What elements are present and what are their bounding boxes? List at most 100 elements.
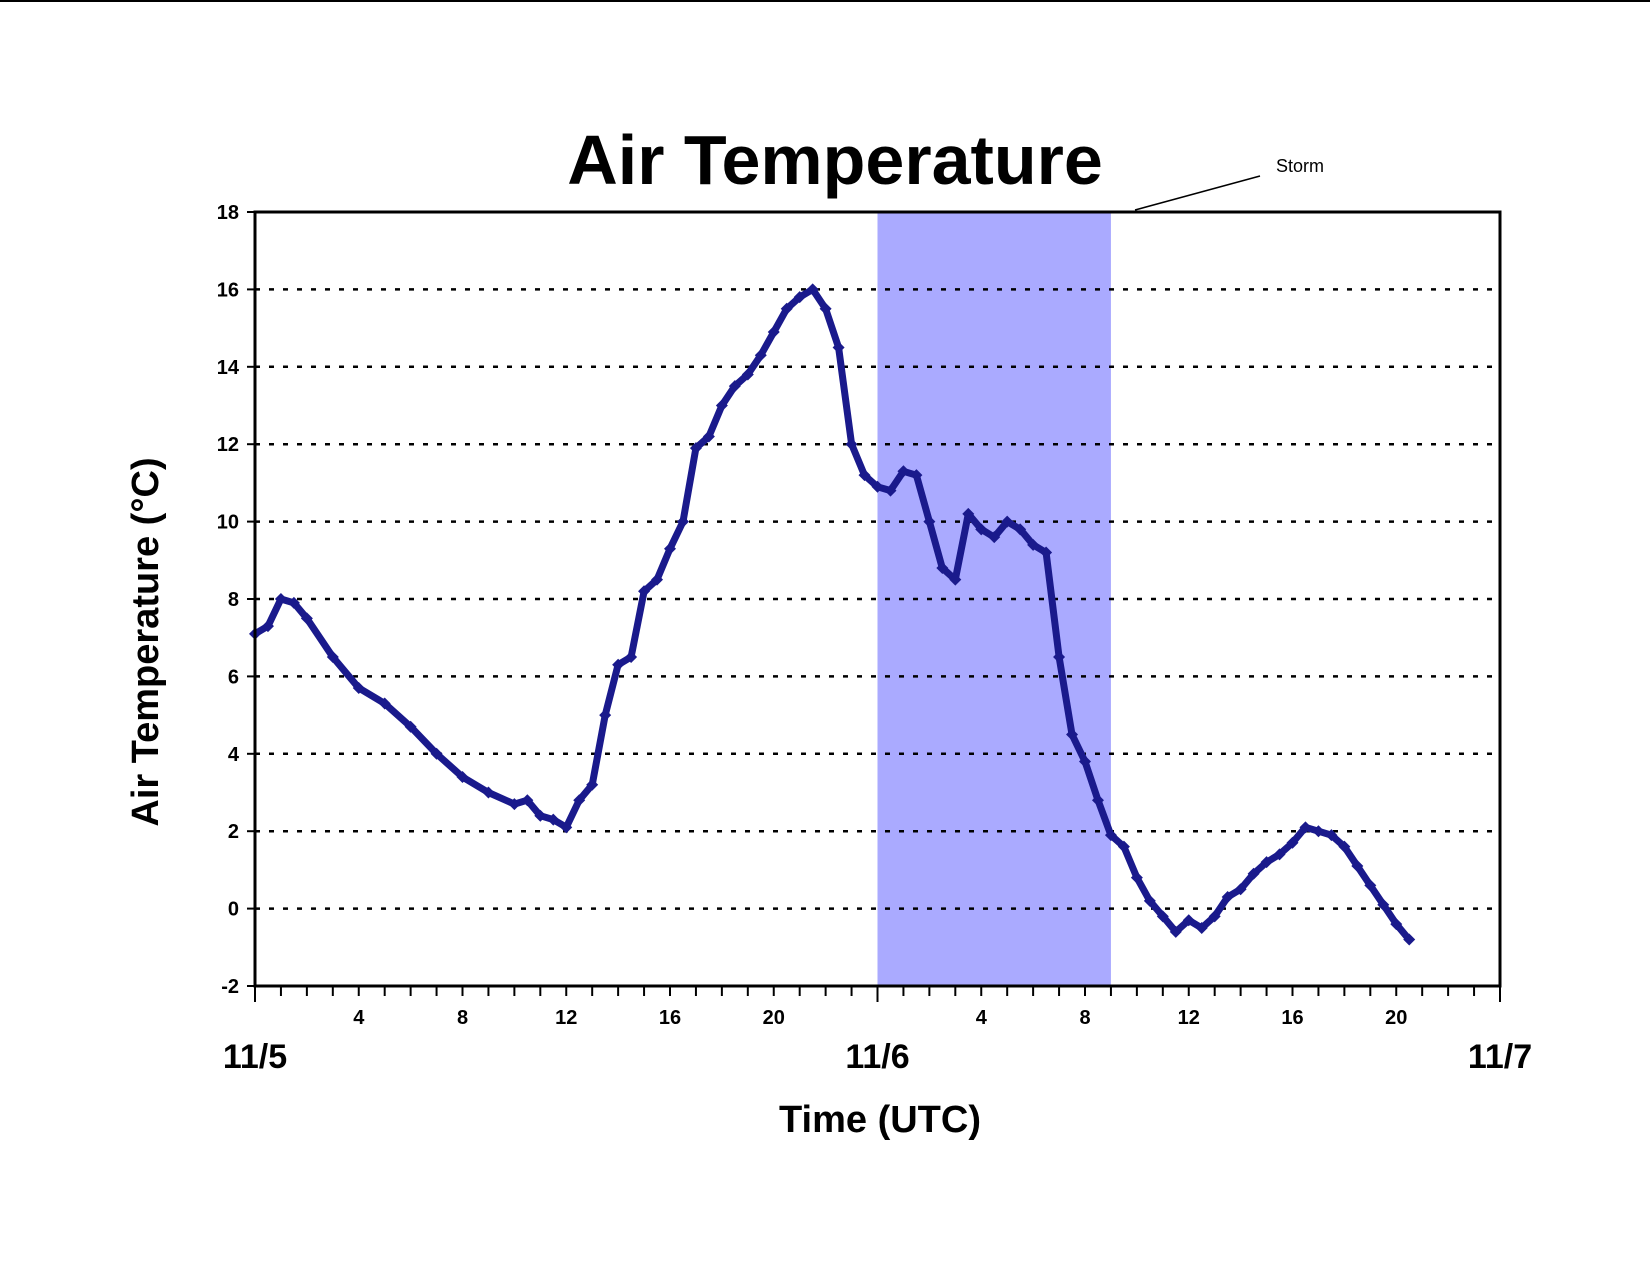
data-point	[573, 794, 586, 807]
data-point	[1079, 755, 1091, 768]
x-day-label: 11/7	[1468, 1038, 1532, 1076]
data-point	[612, 658, 625, 671]
data-point	[1286, 836, 1299, 849]
storm-band	[877, 212, 1111, 986]
data-point	[1130, 871, 1143, 884]
data-point	[1260, 856, 1273, 869]
data-point	[508, 798, 521, 811]
data-point	[1027, 538, 1040, 551]
data-point	[1299, 821, 1312, 834]
data-point	[326, 651, 339, 664]
data-point	[897, 465, 910, 478]
data-point	[1143, 894, 1156, 907]
x-tick-label: 12	[555, 1007, 577, 1029]
data-point	[949, 573, 962, 586]
y-tick-label: -2	[221, 976, 239, 998]
y-tick-label: 12	[217, 434, 239, 456]
data-point	[910, 469, 923, 482]
data-point	[728, 380, 741, 393]
data-point	[754, 349, 767, 362]
data-point	[534, 809, 547, 822]
data-point	[858, 469, 871, 482]
series-line	[251, 285, 1413, 944]
data-point	[689, 442, 702, 455]
storm-leader-line	[1134, 175, 1261, 211]
data-point	[1325, 829, 1338, 842]
axis-layer: -2 0 2 4 6 8 10 12 14 16 18 4 8 12 16 20 4 8 12 16 20 11/5 11/…	[217, 202, 1532, 1076]
x-tick-label: 12	[1178, 1007, 1200, 1029]
data-point	[1040, 546, 1053, 559]
data-point	[1117, 840, 1130, 853]
y-tick-label: 4	[228, 744, 240, 766]
data-point	[300, 612, 313, 625]
data-point	[884, 484, 897, 497]
data-point	[404, 720, 417, 733]
data-point	[923, 515, 936, 528]
x-tick-label: 20	[763, 1007, 785, 1029]
data-point	[1104, 829, 1117, 842]
data-point	[871, 480, 884, 493]
data-point	[547, 813, 560, 826]
y-tick-label: 14	[217, 357, 240, 379]
data-point	[1053, 651, 1066, 664]
y-tick-label: 10	[217, 512, 239, 534]
data-point	[1156, 910, 1169, 923]
data-point	[287, 596, 300, 609]
data-point	[806, 283, 819, 296]
data-point	[1247, 867, 1260, 880]
data-point	[1338, 840, 1351, 853]
y-axis-label: Air Temperature (°C)	[125, 457, 167, 826]
storm-layer	[877, 212, 1111, 986]
y-tick-label: 18	[217, 202, 239, 224]
data-point	[1364, 879, 1377, 892]
data-point	[638, 585, 651, 598]
data-point	[975, 523, 988, 536]
grid-layer	[255, 288, 1500, 910]
data-point	[1001, 515, 1014, 528]
data-point	[1377, 898, 1390, 911]
x-tick-label: 16	[1281, 1007, 1303, 1029]
data-point	[936, 562, 949, 575]
data-point	[1390, 918, 1403, 931]
data-point	[1195, 921, 1208, 934]
x-tick-label: 4	[353, 1007, 365, 1029]
data-point	[962, 507, 975, 520]
x-tick-label: 20	[1385, 1007, 1407, 1029]
data-point	[586, 778, 599, 791]
data-point	[1091, 794, 1104, 807]
chart-title: Air Temperature	[567, 121, 1103, 199]
data-point	[702, 430, 715, 443]
x-tick-label: 16	[659, 1007, 681, 1029]
storm-label: Storm	[1276, 156, 1324, 176]
x-tick-label: 8	[457, 1007, 468, 1029]
data-point	[1208, 910, 1221, 923]
data-point	[482, 786, 495, 799]
data-point	[780, 302, 793, 315]
data-point	[651, 573, 664, 586]
data-point	[832, 341, 845, 354]
x-tick-label: 8	[1079, 1007, 1090, 1029]
y-tick-label: 0	[228, 899, 239, 921]
data-point	[845, 438, 858, 451]
data-point	[676, 515, 689, 528]
x-axis-label: Time (UTC)	[779, 1099, 981, 1141]
data-point	[819, 302, 832, 315]
data-point	[352, 682, 365, 695]
data-point	[767, 325, 780, 338]
data-point	[1234, 883, 1247, 896]
data-point	[430, 747, 443, 760]
y-tick-label: 6	[228, 666, 239, 688]
data-point	[1169, 925, 1182, 938]
data-point	[274, 593, 287, 605]
data-point	[1403, 933, 1416, 946]
data-point	[625, 651, 638, 664]
data-point	[1182, 914, 1195, 927]
data-point	[1351, 860, 1364, 873]
data-point	[741, 368, 754, 381]
data-point	[715, 399, 728, 412]
data-point	[1066, 728, 1079, 741]
y-tick-label: 16	[217, 279, 239, 301]
data-point	[599, 709, 612, 722]
